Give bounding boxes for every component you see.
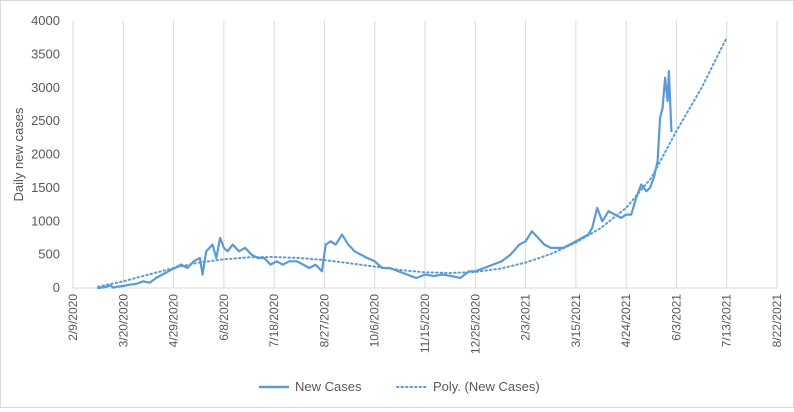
x-tick-label: 7/18/2020	[267, 294, 281, 348]
y-tick-label: 4000	[31, 13, 60, 28]
x-tick-labels: 2/9/2020 3/20/2020 4/29/2020 6/8/2020 7/18/2…	[66, 294, 784, 354]
x-tick-label: 4/29/2020	[167, 294, 181, 348]
y-tick-label: 2000	[31, 147, 60, 162]
x-tick-label: 3/20/2020	[116, 294, 130, 348]
x-tick-label: 3/15/2021	[569, 294, 583, 348]
x-tick-label: 8/22/2021	[770, 294, 784, 348]
y-tick-label: 2500	[31, 113, 60, 128]
y-tick-labels: 0 500 1000 1500 2000 2500 3000 3500 4000	[31, 13, 60, 295]
series-lines	[96, 36, 728, 290]
x-tick-label: 10/6/2020	[368, 294, 382, 348]
x-tick-label: 7/13/2021	[720, 294, 734, 348]
y-tick-label: 0	[53, 280, 60, 295]
y-tick-label: 3500	[31, 46, 60, 61]
x-tick-label: 8/27/2020	[317, 294, 331, 348]
poly-trend-line	[97, 36, 728, 288]
y-tick-label: 1500	[31, 180, 60, 195]
legend-label: New Cases	[295, 379, 362, 394]
x-tick-label: 6/3/2021	[669, 294, 683, 341]
x-tick-label: 4/24/2021	[619, 294, 633, 348]
x-tick-label: 2/3/2021	[519, 294, 533, 341]
y-tick-label: 500	[38, 247, 60, 262]
legend-label: Poly. (New Cases)	[433, 379, 540, 394]
vertical-gridlines	[72, 21, 778, 288]
legend: New Cases Poly. (New Cases)	[259, 379, 540, 394]
x-tick-label: 11/15/2020	[418, 294, 432, 353]
x-tick-label: 6/8/2020	[217, 294, 231, 341]
x-tick-label: 12/25/2020	[468, 294, 482, 354]
y-tick-label: 1000	[31, 213, 60, 228]
x-tick-label: 2/9/2020	[66, 294, 80, 341]
y-tick-label: 3000	[31, 80, 60, 95]
y-axis-label: Daily new cases	[11, 107, 26, 201]
new-cases-line	[96, 69, 673, 290]
